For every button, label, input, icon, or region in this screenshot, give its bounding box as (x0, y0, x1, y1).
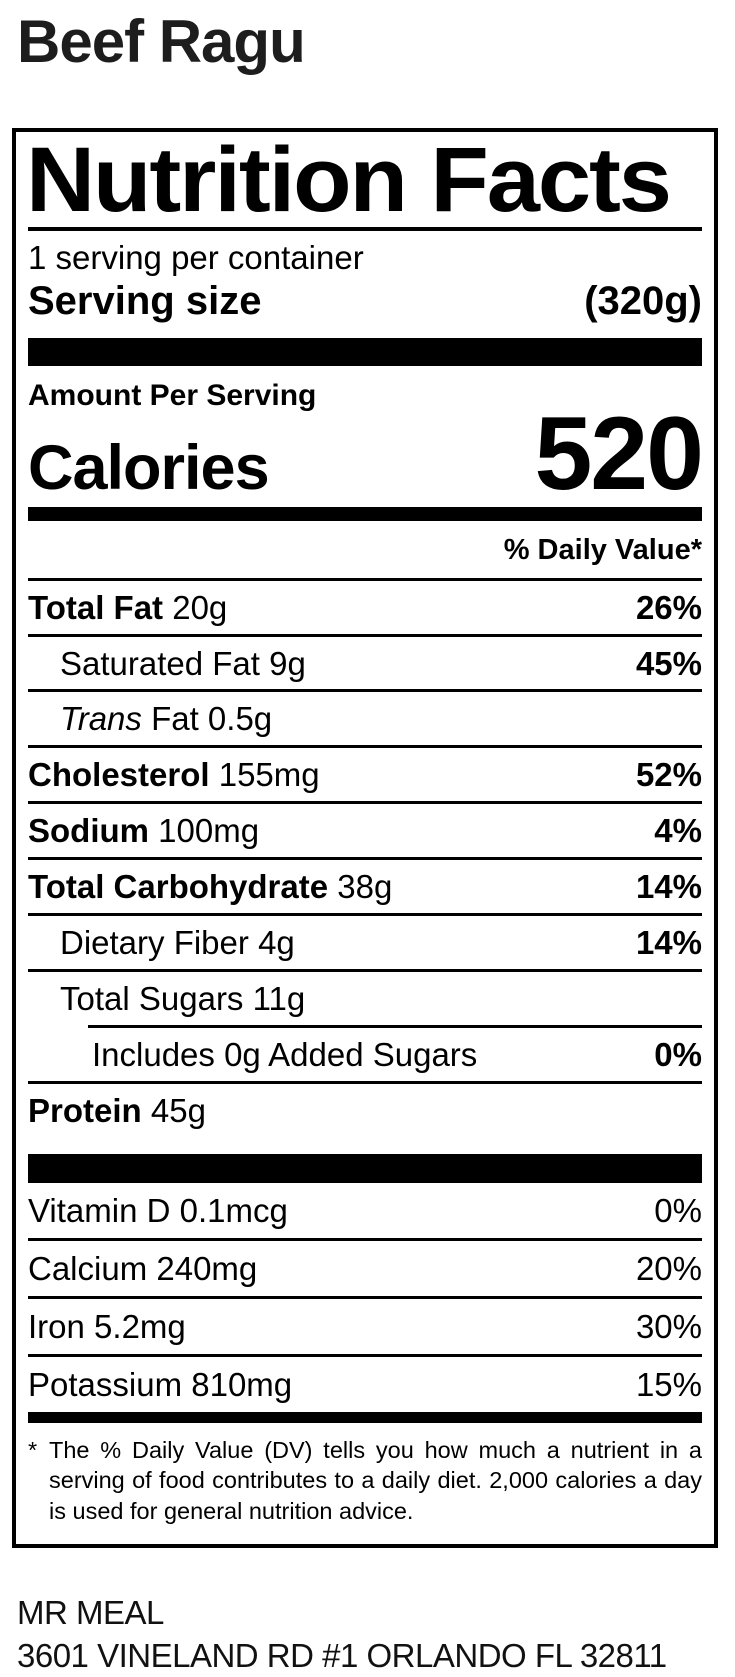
serving-size-value: (320g) (584, 278, 702, 323)
serving-size-row: Serving size (320g) (28, 279, 702, 324)
vitamin-row-iron: Iron 5.2mg 30% (28, 1295, 702, 1354)
nutrient-row-trans-fat: Trans Fat 0.5g (28, 689, 702, 745)
nutrient-label: Total Sugars 11g (60, 980, 306, 1018)
page: Beef Ragu Nutrition Facts 1 serving per … (12, 8, 718, 1674)
nutrient-label: Total Carbohydrate 38g (28, 868, 393, 906)
nutrient-row-protein: Protein 45g (28, 1081, 702, 1142)
nutrient-row-added-sugars: Includes 0g Added Sugars 0% (28, 1028, 702, 1081)
nutrient-label: Includes 0g Added Sugars (92, 1036, 478, 1074)
nutrient-dv: 52% (635, 756, 702, 794)
vitamin-row-vitamin-d: Vitamin D 0.1mcg 0% (28, 1183, 702, 1238)
vitamin-label: Calcium 240mg (28, 1249, 258, 1287)
title-divider (28, 226, 702, 231)
nutrient-row-dietary-fiber: Dietary Fiber 4g 14% (28, 913, 702, 969)
indented-divider (88, 1025, 702, 1029)
nutrient-dv: 26% (635, 588, 702, 626)
vitamin-label: Vitamin D 0.1mcg (28, 1191, 288, 1229)
vitamin-dv: 30% (635, 1307, 702, 1345)
nutrient-label: Total Fat 20g (28, 588, 228, 626)
daily-value-footnote: * The % Daily Value (DV) tells you how m… (28, 1423, 702, 1545)
vitamin-label: Iron 5.2mg (28, 1307, 186, 1345)
nutrient-row-cholesterol: Cholesterol 155mg 52% (28, 745, 702, 801)
nutrient-row-total-carbohydrate: Total Carbohydrate 38g 14% (28, 857, 702, 913)
footnote-text: The % Daily Value (DV) tells you how muc… (49, 1436, 702, 1524)
nutrient-label: Dietary Fiber 4g (60, 924, 295, 962)
vitamin-row-potassium: Potassium 810mg 15% (28, 1353, 702, 1412)
calories-value: 520 (534, 395, 704, 512)
servings-per-container: 1 serving per container (28, 238, 364, 276)
nutrient-dv: 14% (635, 924, 702, 962)
nutrient-dv: 4% (654, 812, 702, 850)
vitamin-label: Potassium 810mg (28, 1365, 293, 1403)
nutrient-label: Cholesterol 155mg (28, 756, 320, 794)
thick-separator-bar (28, 1153, 702, 1183)
product-title: Beef Ragu (17, 8, 306, 75)
thin-separator-bar (28, 1411, 702, 1423)
nutrient-row-saturated-fat: Saturated Fat 9g 45% (28, 633, 702, 690)
amount-per-serving-label: Amount Per Serving (28, 378, 317, 412)
nutrient-label: Protein 45g (28, 1092, 206, 1129)
vitamin-row-calcium: Calcium 240mg 20% (28, 1237, 702, 1296)
vitamin-dv: 0% (654, 1191, 702, 1229)
manufacturer-name: MR MEAL (17, 1594, 164, 1632)
nutrient-row-total-sugars: Total Sugars 11g (28, 969, 702, 1025)
manufacturer-address: 3601 VINELAND RD #1 ORLANDO FL 32811 (17, 1636, 667, 1674)
calories-label: Calories (28, 432, 270, 503)
nutrient-label: Saturated Fat 9g (60, 644, 306, 682)
nutrient-label: Sodium 100mg (28, 812, 260, 850)
medium-separator-bar (28, 506, 702, 521)
nutrient-label: Trans Fat 0.5g (60, 700, 273, 738)
vitamin-dv: 20% (635, 1249, 702, 1287)
label-title: Nutrition Facts (26, 129, 672, 231)
serving-size-label: Serving size (28, 278, 262, 323)
vitamin-dv: 15% (635, 1365, 702, 1403)
nutrient-row-total-fat: Total Fat 20g 26% (28, 581, 702, 634)
daily-value-header: % Daily Value* (28, 521, 702, 581)
nutrient-dv: 45% (635, 644, 702, 682)
thick-separator-bar (28, 337, 702, 366)
nutrient-dv: 14% (635, 868, 702, 906)
manufacturer-block: MR MEAL 3601 VINELAND RD #1 ORLANDO FL 3… (17, 1592, 735, 1676)
calories-row: Calories 520 (28, 395, 704, 512)
nutrition-facts-label: Nutrition Facts 1 serving per container … (12, 128, 718, 1549)
nutrient-row-sodium: Sodium 100mg 4% (28, 801, 702, 857)
footnote-asterisk: * (28, 1436, 38, 1463)
nutrient-dv: 0% (654, 1036, 702, 1074)
